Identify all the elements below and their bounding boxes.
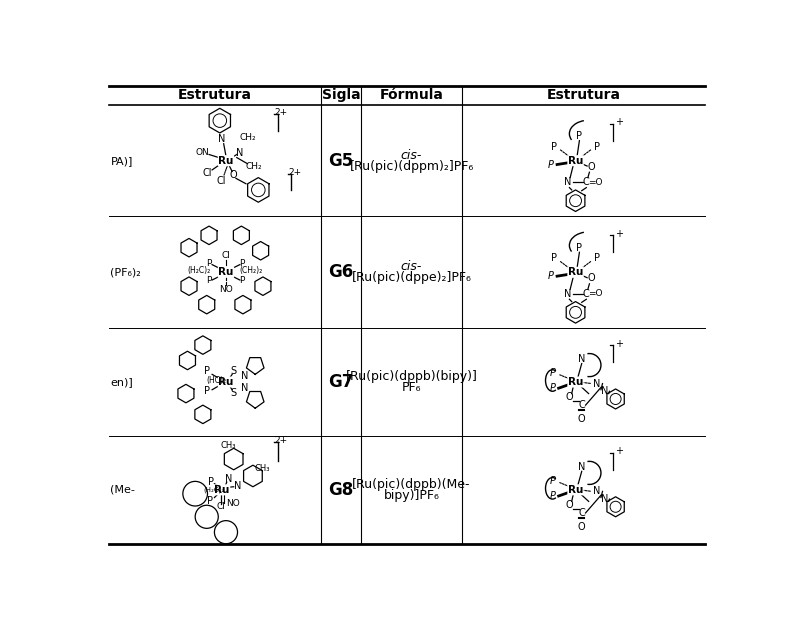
Text: 2+: 2+ xyxy=(288,168,301,177)
Text: O: O xyxy=(578,414,585,424)
Text: P: P xyxy=(549,476,555,486)
Text: N: N xyxy=(601,494,608,504)
Text: P: P xyxy=(551,254,557,263)
Text: N: N xyxy=(565,177,572,187)
Text: O: O xyxy=(229,170,237,180)
Text: +: + xyxy=(615,446,622,457)
Text: P: P xyxy=(205,386,210,396)
Text: P: P xyxy=(576,131,583,141)
Text: PF₆: PF₆ xyxy=(402,381,422,394)
Text: C: C xyxy=(583,289,590,299)
Text: C: C xyxy=(583,177,590,187)
Text: Estrutura: Estrutura xyxy=(546,88,620,102)
Text: N: N xyxy=(225,474,232,484)
Text: NO: NO xyxy=(226,499,240,508)
Text: O: O xyxy=(565,500,573,510)
Text: (HC)₂: (HC)₂ xyxy=(206,376,227,385)
Text: Cl: Cl xyxy=(202,168,212,178)
Text: N: N xyxy=(593,379,601,389)
Text: O: O xyxy=(587,162,595,172)
Text: cis-: cis- xyxy=(401,260,422,273)
Text: G8: G8 xyxy=(329,481,353,499)
Text: Cl: Cl xyxy=(216,502,225,511)
Text: Cl: Cl xyxy=(222,251,230,260)
Text: +: + xyxy=(615,229,622,239)
Text: P: P xyxy=(239,259,244,268)
Text: P: P xyxy=(548,160,554,170)
Text: (PF₆)₂: (PF₆)₂ xyxy=(110,267,141,277)
Text: en)]: en)] xyxy=(110,377,133,387)
Text: P: P xyxy=(239,276,244,284)
Text: Ru: Ru xyxy=(218,377,233,387)
Text: NO: NO xyxy=(219,285,233,294)
Text: (Me-: (Me- xyxy=(110,485,135,495)
Text: PA)]: PA)] xyxy=(110,155,133,166)
Text: C: C xyxy=(578,508,585,518)
Text: N: N xyxy=(218,134,225,144)
Text: Ru: Ru xyxy=(568,377,584,387)
Text: N: N xyxy=(578,462,585,472)
Text: P: P xyxy=(576,242,583,253)
Text: C: C xyxy=(578,400,585,410)
Text: Cl: Cl xyxy=(217,176,226,186)
Text: N: N xyxy=(234,481,241,491)
Text: G5: G5 xyxy=(329,152,353,170)
Text: G7: G7 xyxy=(329,373,354,391)
Text: O: O xyxy=(587,273,595,283)
Text: P: P xyxy=(551,142,557,152)
Text: O: O xyxy=(578,522,585,532)
Text: cis-: cis- xyxy=(401,149,422,162)
Text: [Ru(pic)(dppe)₂]PF₆: [Ru(pic)(dppe)₂]PF₆ xyxy=(352,271,472,284)
Text: Ru: Ru xyxy=(214,485,229,495)
Text: Sigla: Sigla xyxy=(322,88,360,102)
Text: Ru: Ru xyxy=(568,485,584,495)
Text: P: P xyxy=(206,259,212,268)
Text: G6: G6 xyxy=(329,263,353,281)
Text: N: N xyxy=(236,148,244,158)
Text: =O: =O xyxy=(588,178,603,187)
Text: CH₃: CH₃ xyxy=(254,464,270,473)
Text: (H₂C)₂: (H₂C)₂ xyxy=(187,267,210,275)
Text: [Ru(pic)(dppb)(Me-: [Ru(pic)(dppb)(Me- xyxy=(353,478,471,491)
Text: Estrutura: Estrutura xyxy=(178,88,252,102)
Text: P: P xyxy=(207,477,214,487)
Text: CH₂: CH₂ xyxy=(245,162,262,172)
Text: P: P xyxy=(549,368,555,378)
Text: N: N xyxy=(241,371,249,381)
Text: P: P xyxy=(206,497,213,507)
Text: Ru: Ru xyxy=(218,155,233,166)
Text: Ru: Ru xyxy=(218,267,233,277)
Text: S: S xyxy=(230,388,237,398)
Text: bipy)]PF₆: bipy)]PF₆ xyxy=(384,489,440,502)
Text: P: P xyxy=(206,276,212,284)
Text: N: N xyxy=(593,486,601,497)
Text: +: + xyxy=(615,339,622,349)
Text: P: P xyxy=(205,366,210,376)
Text: P: P xyxy=(549,491,555,501)
Text: 2+: 2+ xyxy=(274,109,287,117)
Text: N: N xyxy=(578,354,585,364)
Text: N: N xyxy=(601,386,608,396)
Text: Ru: Ru xyxy=(568,267,584,277)
Text: +: + xyxy=(615,117,622,127)
Text: S: S xyxy=(230,366,237,376)
Text: ON: ON xyxy=(196,149,210,157)
Text: P: P xyxy=(594,142,600,152)
Text: 2+: 2+ xyxy=(275,436,288,445)
Text: P: P xyxy=(594,254,600,263)
Text: (H₂C)₂: (H₂C)₂ xyxy=(204,487,225,493)
Text: [Ru(pic)(dppm)₂]PF₆: [Ru(pic)(dppm)₂]PF₆ xyxy=(349,160,474,173)
Text: N: N xyxy=(565,289,572,299)
Text: (CH₂)₂: (CH₂)₂ xyxy=(239,267,262,275)
Text: [Ru(pic)(dppb)(bipy)]: [Ru(pic)(dppb)(bipy)] xyxy=(345,370,477,383)
Text: CH₂: CH₂ xyxy=(239,133,256,142)
Text: Fórmula: Fórmula xyxy=(380,88,444,102)
Text: CH₃: CH₃ xyxy=(221,441,236,450)
Text: Ru: Ru xyxy=(568,155,584,166)
Text: N: N xyxy=(241,383,249,393)
Text: O: O xyxy=(565,392,573,402)
Text: P: P xyxy=(548,271,554,281)
Text: =O: =O xyxy=(588,289,603,299)
Text: P: P xyxy=(549,383,555,393)
